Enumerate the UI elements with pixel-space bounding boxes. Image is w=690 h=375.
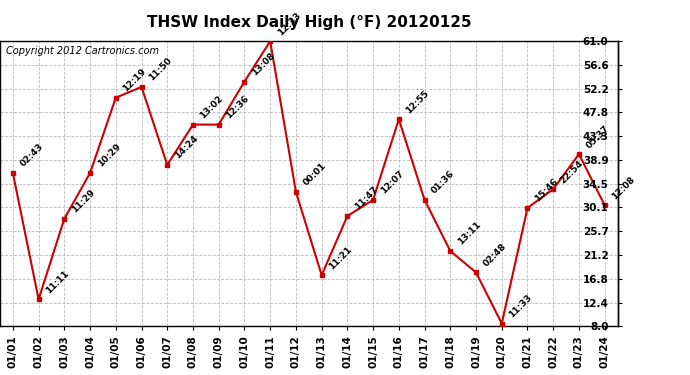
Text: 12:55: 12:55 xyxy=(404,88,431,115)
Text: 11:47: 11:47 xyxy=(353,185,380,212)
Text: 12:33: 12:33 xyxy=(276,10,302,37)
Text: THSW Index Daily High (°F) 20120125: THSW Index Daily High (°F) 20120125 xyxy=(147,15,471,30)
Text: 12:08: 12:08 xyxy=(610,175,637,201)
Text: 11:11: 11:11 xyxy=(44,268,71,295)
Text: 11:29: 11:29 xyxy=(70,188,97,214)
Text: 13:11: 13:11 xyxy=(456,220,482,247)
Text: 02:48: 02:48 xyxy=(482,242,509,268)
Text: 13:02: 13:02 xyxy=(199,94,225,120)
Text: 11:21: 11:21 xyxy=(327,244,354,271)
Text: 14:24: 14:24 xyxy=(172,134,199,161)
Text: 15:46: 15:46 xyxy=(533,177,560,204)
Text: 05:37: 05:37 xyxy=(584,123,611,150)
Text: 12:36: 12:36 xyxy=(224,94,251,120)
Text: 12:19: 12:19 xyxy=(121,67,148,93)
Text: 13:08: 13:08 xyxy=(250,51,277,77)
Text: 12:07: 12:07 xyxy=(379,169,405,196)
Text: 02:43: 02:43 xyxy=(19,142,45,169)
Text: 11:50: 11:50 xyxy=(147,56,174,83)
Text: 11:33: 11:33 xyxy=(507,293,534,320)
Text: 10:29: 10:29 xyxy=(96,142,122,169)
Text: 01:36: 01:36 xyxy=(430,169,457,196)
Text: 00:01: 00:01 xyxy=(302,161,328,188)
Text: 22:54: 22:54 xyxy=(559,158,586,185)
Text: Copyright 2012 Cartronics.com: Copyright 2012 Cartronics.com xyxy=(6,45,159,56)
